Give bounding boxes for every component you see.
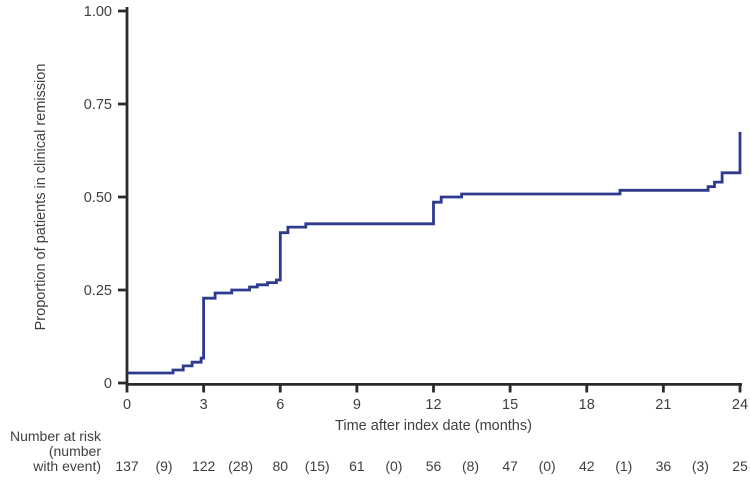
x-tick-label: 0	[123, 397, 131, 413]
risk-table-header-line: (number	[49, 443, 101, 459]
x-tick-label: 18	[579, 397, 595, 413]
y-axis-title: Proportion of patients in clinical remis…	[33, 64, 49, 331]
event-count: (9)	[155, 458, 172, 474]
risk-count: 42	[579, 458, 595, 474]
risk-count: 47	[502, 458, 518, 474]
x-tick-label: 21	[655, 397, 671, 413]
x-tick-label: 12	[425, 397, 441, 413]
event-count: (3)	[692, 458, 709, 474]
x-axis-title: Time after index date (months)	[335, 418, 532, 434]
km-curve	[127, 131, 742, 375]
risk-count: 80	[272, 458, 288, 474]
y-tick-label: 0.75	[84, 97, 112, 113]
x-tick-label: 24	[732, 397, 748, 413]
event-count: (0)	[539, 458, 556, 474]
risk-count: 56	[426, 458, 442, 474]
x-tick-label: 6	[276, 397, 284, 413]
x-tick-label: 15	[502, 397, 518, 413]
risk-count: 122	[192, 458, 216, 474]
event-count: (15)	[305, 458, 330, 474]
event-count: (28)	[228, 458, 253, 474]
risk-table-header-line: with event)	[32, 458, 101, 474]
event-count: (1)	[615, 458, 632, 474]
y-tick-label: 0	[104, 376, 112, 392]
risk-table-header-line: Number at risk	[10, 428, 102, 444]
x-tick-label: 9	[353, 397, 361, 413]
y-tick-label: 0.50	[84, 190, 112, 206]
y-tick-label: 0.25	[84, 283, 112, 299]
risk-count: 36	[656, 458, 672, 474]
risk-count: 25	[732, 458, 748, 474]
event-count: (8)	[462, 458, 479, 474]
risk-count: 137	[115, 458, 139, 474]
event-count: (0)	[385, 458, 402, 474]
x-tick-label: 3	[200, 397, 208, 413]
risk-count: 61	[349, 458, 365, 474]
y-tick-label: 1.00	[84, 4, 112, 20]
